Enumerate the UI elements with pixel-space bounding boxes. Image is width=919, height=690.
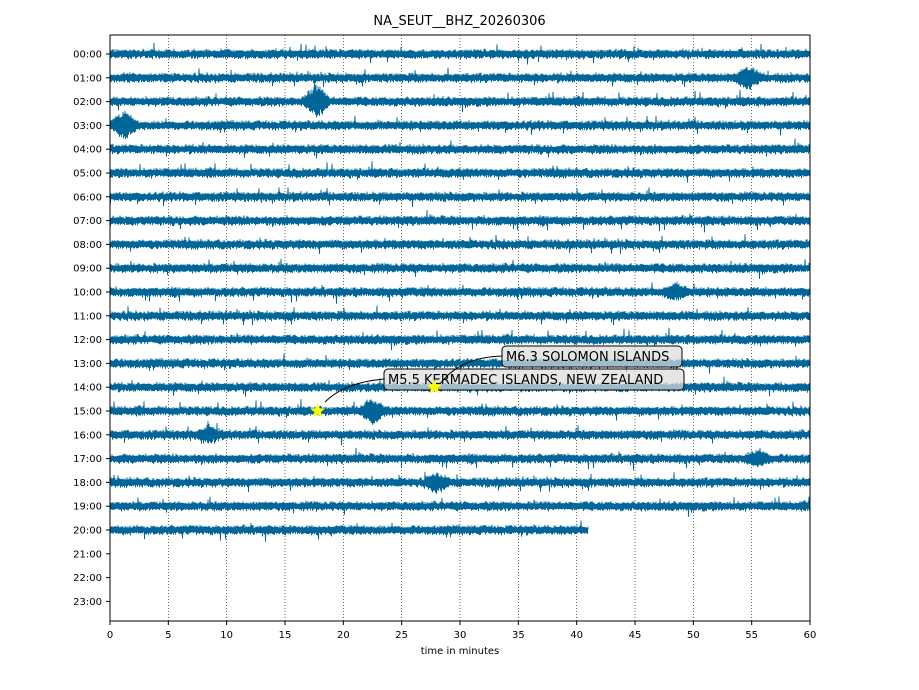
event-annotations: M5.5 KERMADEC ISLANDS, NEW ZEALAND M6.3 S… xyxy=(310,345,685,418)
y-axis: 00:00 01:00 02:00 03:00 04:00 05:00 06:00 07:00… xyxy=(73,50,110,608)
y-tick-label-1400: 14:00 xyxy=(73,383,102,394)
trace-row-0000 xyxy=(109,42,811,65)
y-tick-label-2100: 21:00 xyxy=(73,549,102,560)
event-connector-1 xyxy=(439,355,504,385)
y-tick-label-0300: 03:00 xyxy=(73,121,102,132)
trace-row-0400 xyxy=(109,138,811,159)
y-tick-label-0700: 07:00 xyxy=(73,216,102,227)
trace-row-0500 xyxy=(109,161,811,183)
x-axis: 0 5 10 15 20 25 30 35 40 45 50 55 60 xyxy=(107,621,817,641)
x-tick-label-10: 10 xyxy=(220,630,233,641)
x-tick-label-45: 45 xyxy=(629,630,642,641)
y-tick-label-0400: 04:00 xyxy=(73,145,102,156)
y-tick-label-0100: 01:00 xyxy=(73,73,102,84)
trace-row-0900 xyxy=(109,258,811,279)
y-tick-label-2300: 23:00 xyxy=(73,597,102,608)
y-tick-label-1800: 18:00 xyxy=(73,478,102,489)
event-label-0: M5.5 KERMADEC ISLANDS, NEW ZEALAND xyxy=(388,373,663,388)
trace-row-1900 xyxy=(109,496,811,517)
y-tick-label-1600: 16:00 xyxy=(73,430,102,441)
x-tick-label-20: 20 xyxy=(337,630,350,641)
y-tick-label-0200: 02:00 xyxy=(73,97,102,108)
trace-row-1500 xyxy=(109,399,811,425)
x-tick-label-25: 25 xyxy=(395,630,408,641)
x-tick-label-15: 15 xyxy=(279,630,292,641)
x-tick-label-60: 60 xyxy=(804,630,817,641)
event-label-box-1 xyxy=(501,345,683,368)
y-tick-label-0500: 05:00 xyxy=(73,169,102,180)
y-tick-label-1300: 13:00 xyxy=(73,359,102,370)
event-connector-0 xyxy=(324,378,386,403)
y-tick-label-2200: 22:00 xyxy=(73,573,102,584)
y-tick-label-1700: 17:00 xyxy=(73,454,102,465)
x-tick-label-5: 5 xyxy=(165,630,171,641)
x-tick-label-55: 55 xyxy=(745,630,758,641)
y-tick-label-0600: 06:00 xyxy=(73,192,102,203)
event-star-marker-1 xyxy=(426,379,442,394)
event-label-box-0 xyxy=(383,368,685,391)
event-star-marker-0 xyxy=(310,403,326,418)
trace-row-0700 xyxy=(109,209,811,233)
trace-row-0800 xyxy=(109,234,811,255)
trace-row-1100 xyxy=(109,305,811,326)
trace-row-1700 xyxy=(109,447,811,471)
event-label-1: M6.3 SOLOMON ISLANDS xyxy=(506,350,669,365)
chart-title: NA_SEUT__BHZ_20260306 xyxy=(373,14,545,29)
trace-row-1800 xyxy=(109,471,811,494)
x-tick-label-40: 40 xyxy=(570,630,583,641)
x-tick-label-50: 50 xyxy=(687,630,700,641)
y-tick-label-2000: 20:00 xyxy=(73,526,102,537)
y-tick-label-1000: 10:00 xyxy=(73,288,102,299)
trace-row-1300 xyxy=(109,353,811,374)
trace-row-1600 xyxy=(109,420,811,445)
y-tick-label-1900: 19:00 xyxy=(73,502,102,513)
x-axis-label: time in minutes xyxy=(421,646,500,657)
y-tick-label-1200: 12:00 xyxy=(73,335,102,346)
y-tick-label-1100: 11:00 xyxy=(73,311,102,322)
y-tick-label-0000: 00:00 xyxy=(73,50,102,61)
x-tick-label-35: 35 xyxy=(512,630,525,641)
y-tick-label-0900: 09:00 xyxy=(73,264,102,275)
trace-row-0200 xyxy=(109,84,811,118)
trace-row-1000 xyxy=(109,281,811,304)
trace-row-0300 xyxy=(109,110,811,140)
trace-row-1200 xyxy=(109,327,811,351)
trace-row-2000 xyxy=(109,520,589,542)
trace-row-0600 xyxy=(109,187,811,207)
y-tick-label-0800: 08:00 xyxy=(73,240,102,251)
x-tick-label-0: 0 xyxy=(107,630,113,641)
y-tick-label-1500: 15:00 xyxy=(73,407,102,418)
trace-row-0100 xyxy=(109,66,811,90)
x-tick-label-30: 30 xyxy=(454,630,467,641)
